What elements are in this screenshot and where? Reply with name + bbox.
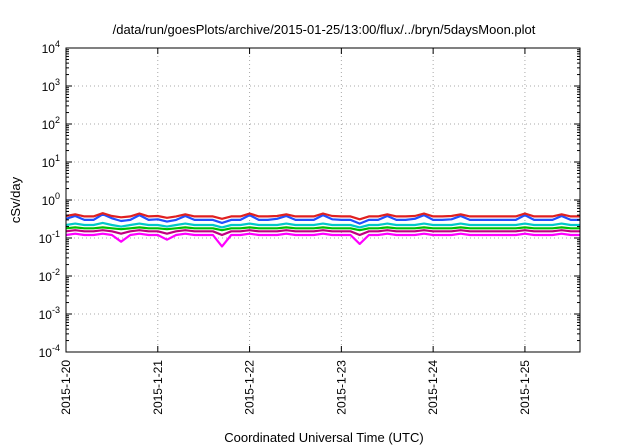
series-line-1 xyxy=(65,232,580,248)
series-line-6 xyxy=(65,212,580,221)
series-group xyxy=(65,212,580,248)
x-tick-label: 2015-1-23 xyxy=(334,360,348,415)
y-tick-label: 10-3 xyxy=(39,305,60,322)
series-line-3 xyxy=(65,226,580,232)
series-line-5 xyxy=(65,213,580,225)
y-tick-label: 104 xyxy=(42,39,60,56)
y-tick-label: 10-1 xyxy=(39,229,60,246)
y-tick-label: 103 xyxy=(42,77,60,94)
series-line-2 xyxy=(65,229,580,237)
grid xyxy=(66,48,580,352)
x-tick-label: 2015-1-21 xyxy=(151,360,165,415)
y-axis-label: cSv/day xyxy=(8,176,23,223)
y-tick-label: 10-4 xyxy=(39,343,60,360)
chart-title: /data/run/goesPlots/archive/2015-01-25/1… xyxy=(113,22,536,37)
y-tick-label: 100 xyxy=(42,191,60,208)
series-line-4 xyxy=(65,221,580,229)
x-axis-label: Coordinated Universal Time (UTC) xyxy=(224,430,423,445)
x-tick-label: 2015-1-25 xyxy=(518,360,532,415)
y-tick-label: 101 xyxy=(42,153,60,170)
y-tick-label: 102 xyxy=(42,115,60,132)
x-tick-label: 2015-1-20 xyxy=(59,360,73,415)
x-axis: 2015-1-20 2015-1-21 2015-1-22 2015-1-23 2015… xyxy=(59,48,532,415)
x-tick-label: 2015-1-22 xyxy=(243,360,257,415)
y-tick-label: 10-2 xyxy=(39,267,60,284)
x-tick-label: 2015-1-24 xyxy=(426,360,440,415)
y-axis: 10-4 10-3 10-2 10-1 100 101 102 103 104 xyxy=(39,39,580,360)
